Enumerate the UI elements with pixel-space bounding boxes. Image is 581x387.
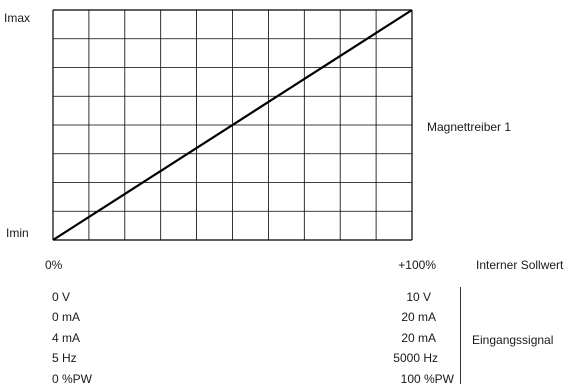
signal-min: 5 Hz (52, 351, 77, 365)
x-end-label: +100% (398, 258, 436, 272)
chart-grid (52, 9, 413, 241)
signal-max: 10 V (406, 290, 431, 304)
signal-max: 20 mA (401, 310, 436, 324)
signal-max: 20 mA (401, 331, 436, 345)
signal-caption: Eingangssignal (472, 333, 554, 347)
x-caption: Interner Sollwert (476, 258, 564, 272)
y-bottom-label: Imin (6, 226, 29, 240)
signal-min: 4 mA (52, 331, 81, 345)
signal-min: 0 %PW (52, 372, 93, 386)
signal-max: 5000 Hz (393, 351, 438, 365)
signal-min: 0 V (52, 290, 71, 304)
x-start-label: 0% (45, 258, 63, 272)
signal-max: 100 %PW (400, 372, 454, 386)
characteristic-line (52, 9, 413, 241)
y-top-label: Imax (4, 11, 31, 25)
signal-min: 0 mA (52, 310, 81, 324)
series-label: Magnettreiber 1 (427, 120, 512, 134)
signal-divider (460, 287, 461, 384)
